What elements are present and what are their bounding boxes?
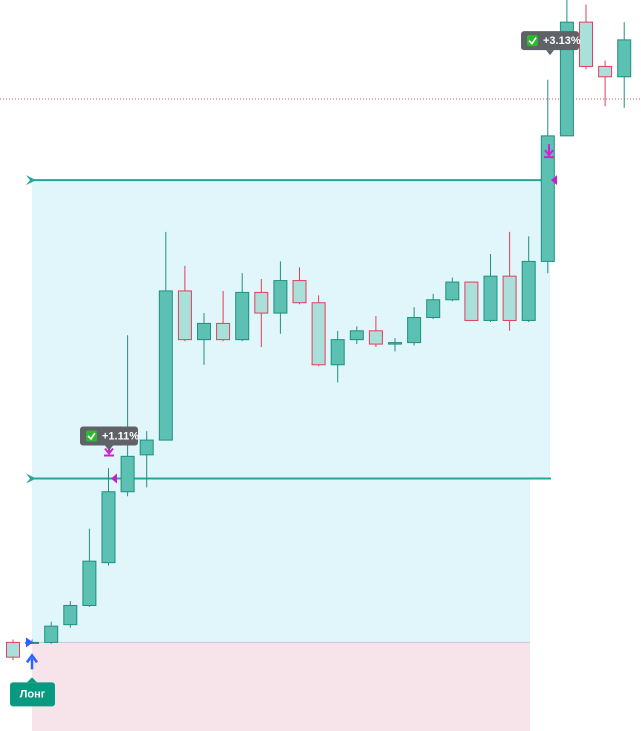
candle-body	[559, 21, 574, 137]
entry-box	[10, 682, 55, 707]
entry-arrow	[25, 653, 39, 670]
candle-body	[216, 322, 231, 341]
candle-body	[197, 322, 211, 341]
candle-body	[273, 280, 288, 314]
check-icon	[527, 35, 538, 47]
candle-body	[521, 260, 536, 321]
label-text: +3.13%	[543, 35, 581, 47]
candle-body	[445, 281, 460, 301]
entry-label: Лонг	[20, 688, 46, 700]
check-mark	[87, 432, 96, 441]
check-icon	[86, 430, 97, 442]
target-arrow	[26, 175, 36, 186]
candle-body	[311, 302, 326, 366]
candle-body	[177, 290, 192, 341]
label-pointer	[105, 445, 113, 451]
candle-body	[120, 455, 135, 493]
candle-body	[139, 439, 154, 456]
candle-body	[63, 604, 78, 626]
candle-body	[407, 317, 422, 344]
entry-pointer	[27, 677, 37, 683]
label-pointer	[546, 50, 554, 56]
check-mark	[528, 37, 537, 45]
candle-body	[502, 275, 517, 321]
candle-body	[44, 625, 59, 643]
exit-triangle	[551, 175, 557, 186]
candle-body	[483, 275, 498, 321]
trade-label: +1.11%	[80, 426, 139, 451]
candle-body	[235, 291, 250, 341]
candle-body	[292, 280, 307, 304]
candle-body	[579, 21, 593, 67]
candle-body	[368, 330, 383, 345]
candle-body	[254, 291, 269, 314]
candle-body	[330, 339, 345, 366]
candle-body	[349, 330, 364, 341]
candle-body	[388, 342, 402, 345]
exit-marker	[544, 144, 554, 159]
candle-body	[617, 39, 632, 78]
exit-triangle	[111, 473, 117, 484]
candle-body	[464, 281, 479, 321]
entry-triangle	[26, 637, 33, 648]
candle-body	[540, 135, 555, 262]
target-arrow	[26, 473, 36, 484]
candle-body	[6, 641, 20, 658]
trade-label: +3.13%	[521, 31, 581, 56]
candle-body	[426, 299, 441, 319]
candle-body	[598, 65, 613, 78]
candle-body	[82, 560, 97, 606]
candle-body	[101, 491, 116, 564]
candle-body	[158, 290, 173, 441]
label-text: +1.11%	[102, 430, 139, 442]
loss-zone	[32, 642, 530, 731]
